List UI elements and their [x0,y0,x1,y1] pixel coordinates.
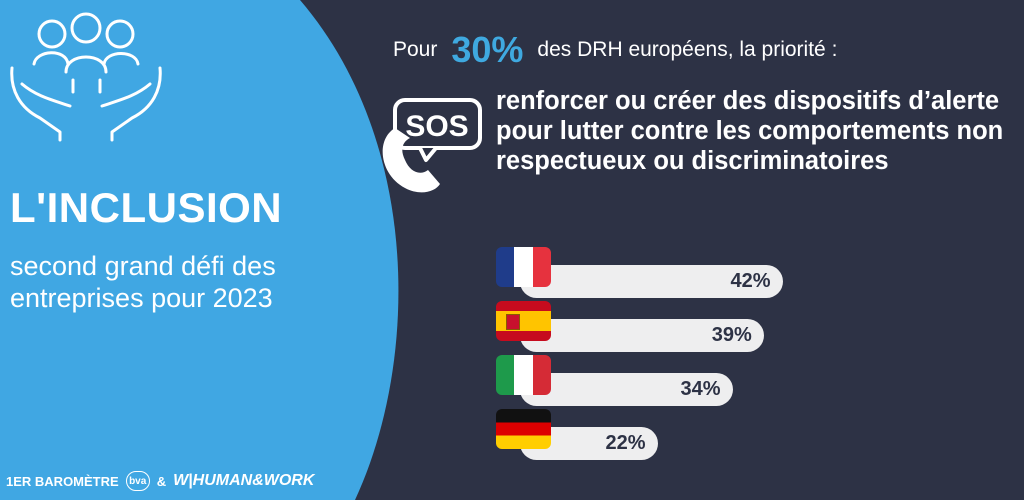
lead-statement: renforcer ou créer des dispositifs d’ale… [496,87,1004,175]
human-work-logo: W|HUMAN&WORK [173,472,315,489]
bar-value-label: 34% [680,378,721,400]
sos-phone-icon [382,98,482,193]
bar-france [520,265,783,298]
intro-percent: 30% [451,29,524,70]
france-flag-icon [496,247,551,287]
intro-suffix: des DRH européens, la priorité : [537,38,838,61]
ampersand: & [156,473,167,489]
germany-flag-icon [496,409,551,449]
bva-logo: bva [125,471,150,491]
barometer-label: 1ER BAROMÈTRE [6,473,119,489]
sos-label: SOS [405,110,468,143]
section-title: L'INCLUSION [10,184,283,231]
italy-flag-icon [496,355,551,395]
bar-espagne [520,319,764,352]
footer-logos: 1ER BAROMÈTRE bva & W|HUMAN&WORK [6,470,314,492]
intro-line: Pour 30% des DRH européens, la priorité … [393,29,838,70]
spain-flag-icon [496,301,551,341]
section-subtitle: second grand défi des entreprises pour 2… [10,251,276,313]
bar-italie [520,373,733,406]
intro-prefix: Pour [393,38,438,61]
bar-value-label: 22% [605,432,646,454]
bar-value-label: 39% [711,324,752,346]
bar-value-label: 42% [730,270,771,292]
people-hands-icon [10,12,162,142]
